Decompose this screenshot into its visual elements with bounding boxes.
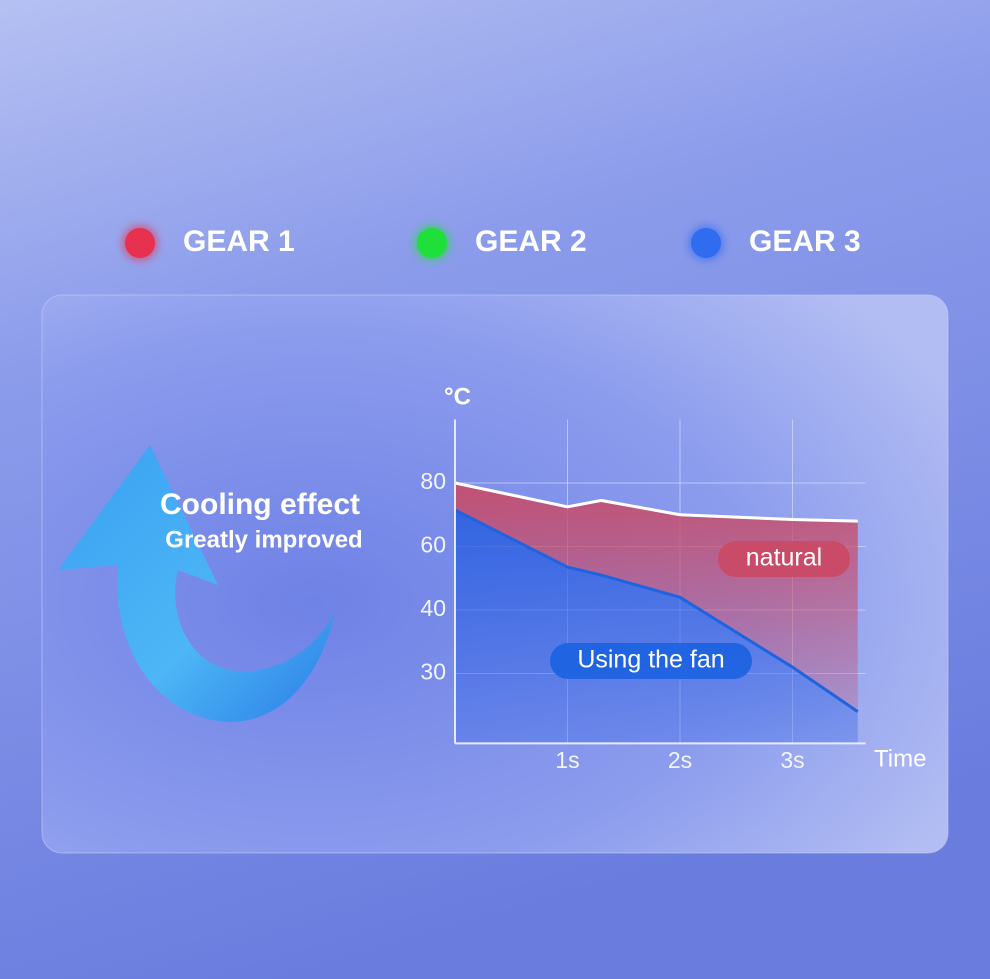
y-axis-title: °C [444,383,471,410]
y-tick-label: 60 [420,532,446,558]
x-tick-label: 3s [780,747,804,773]
area-natural [455,483,858,712]
series-line [454,508,859,713]
y-tick-label: 30 [420,659,446,685]
gear-dot [691,228,721,258]
gear-label: GEAR 2 [475,225,587,258]
y-tick-label: 80 [420,468,446,494]
area-fan [455,509,858,744]
gear-dot [417,228,447,258]
series-pill [718,541,850,577]
series-line [454,481,858,523]
gear-label: GEAR 1 [183,225,295,258]
y-tick-label: 40 [420,595,446,621]
gear-dot [125,228,155,258]
x-tick-label: 1s [555,747,579,773]
chart: 80 60 40 30 1s 2s 3s °C Time natural Using the fan [420,383,926,773]
x-tick-label: 2s [668,747,692,773]
gear-label: GEAR 3 [749,225,861,258]
headline: Cooling effect [160,488,360,521]
subheadline: Greatly improved [165,526,362,553]
series-pill [550,643,752,679]
series-name: Using the fan [577,646,724,674]
arrow [58,445,335,722]
series-name: natural [746,544,822,572]
x-axis-title: Time [874,745,926,772]
gear-legend: GEAR 1 GEAR 2 GEAR 3 [122,225,861,261]
